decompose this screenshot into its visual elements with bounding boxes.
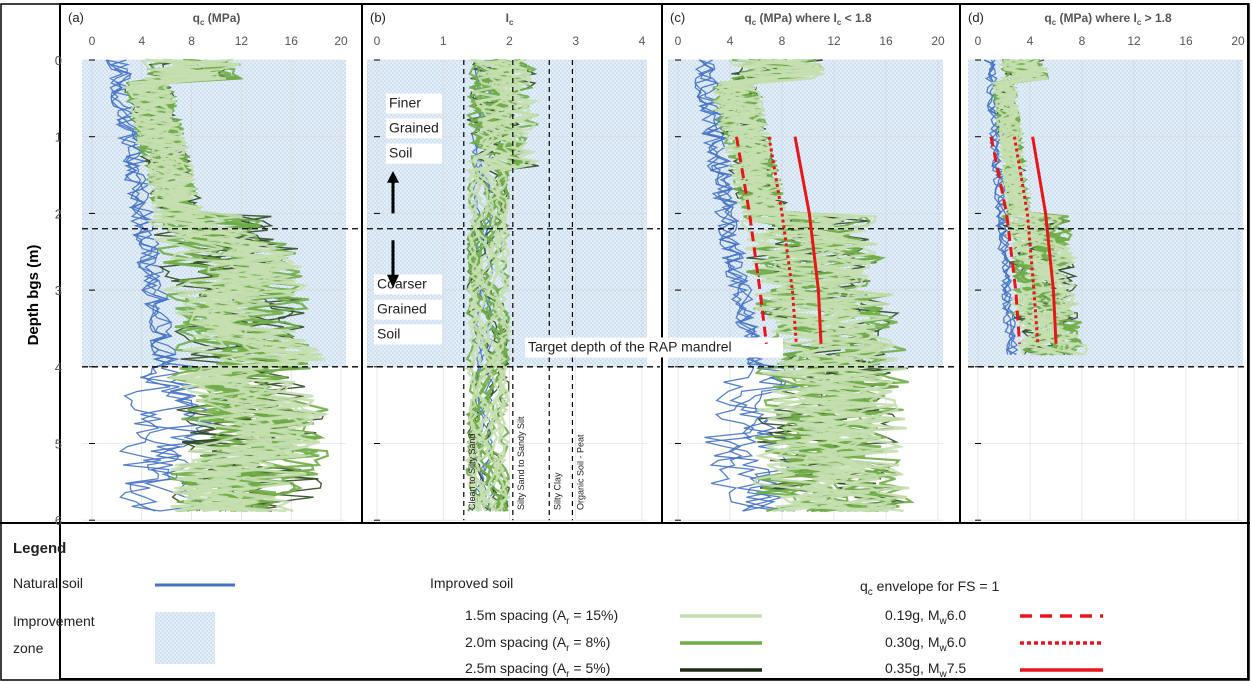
finer-label-bg	[386, 118, 442, 139]
legend-spacing-2: 2.0m spacing (Ar = 8%)	[465, 634, 611, 654]
profile-line	[464, 59, 533, 512]
x-tick-label: 16	[879, 34, 893, 48]
envelope-line	[767, 136, 798, 344]
profile-line	[109, 59, 213, 512]
x-tick-label: 0	[374, 34, 381, 48]
y-tick-label: 4	[55, 360, 62, 375]
legend-improvement-swatch	[155, 612, 215, 664]
legend-envelope-title: qc envelope for FS = 1	[860, 578, 1000, 598]
x-tick-label: 16	[1179, 34, 1193, 48]
x-tick-label: 0	[975, 34, 982, 48]
x-tick-label: 4	[1027, 34, 1034, 48]
envelope-line	[1012, 136, 1040, 344]
coarser-label-bg	[374, 299, 442, 320]
ic-zone-label: Clean to Silty Sand	[467, 433, 477, 510]
y-tick-label: 2	[55, 206, 62, 221]
x-tick-label: 8	[188, 34, 195, 48]
profile-line	[983, 59, 1019, 355]
profile-line	[106, 59, 202, 512]
envelope-line	[989, 136, 1022, 344]
x-tick-label: 1	[440, 34, 447, 48]
envelope-line	[793, 136, 823, 344]
ic-zone-label: Organic Soil - Peat	[575, 434, 585, 510]
profile-line	[464, 59, 541, 513]
panel-letter: (a)	[68, 10, 84, 25]
panel-title: qc (MPa)	[193, 11, 241, 27]
legend-natural-label: Natural soil	[13, 575, 84, 591]
y-tick-label: 1	[55, 130, 62, 145]
x-tick-label: 8	[1079, 34, 1086, 48]
arrow-down-head	[387, 274, 399, 288]
x-tick-label: 4	[727, 34, 734, 48]
finer-label: Soil	[389, 145, 412, 161]
y-tick-label: 5	[55, 437, 62, 452]
coarser-label: Coarser	[377, 276, 427, 292]
profile-line	[130, 58, 327, 513]
y-axis-title: Depth bgs (m)	[25, 245, 42, 346]
ic-zone-label: Silty Sand to Sandy Silt	[516, 416, 526, 510]
y-tick-label: 6	[55, 513, 62, 528]
x-tick-label: 12	[235, 34, 249, 48]
panel-title: Ic	[506, 11, 514, 27]
envelope-line	[735, 136, 768, 344]
finer-label-bg	[386, 93, 442, 114]
finer-label-bg	[386, 143, 442, 164]
x-tick-label: 4	[138, 34, 145, 48]
x-tick-label: 8	[779, 34, 786, 48]
profile-line	[696, 59, 796, 512]
x-tick-label: 0	[675, 34, 682, 48]
x-tick-label: 20	[931, 34, 945, 48]
legend-envelope-2: 0.30g, Mw6.0	[885, 634, 967, 654]
panel-letter: (c)	[670, 10, 685, 25]
coarser-label-bg	[374, 324, 442, 345]
legend-improvement-label-2: zone	[13, 640, 44, 656]
panel-letter: (b)	[370, 10, 386, 25]
panel-title: qc (MPa) where Ic < 1.8	[744, 11, 872, 27]
x-tick-label: 12	[827, 34, 841, 48]
x-tick-label: 16	[285, 34, 299, 48]
profile-line	[105, 59, 211, 512]
target-label-bg	[525, 337, 783, 358]
legend-envelope-1: 0.19g, Mw6.0	[885, 607, 967, 627]
coarser-label: Soil	[377, 326, 400, 342]
ic-zone-label: Silty Clay	[552, 472, 562, 510]
finer-label: Grained	[389, 120, 439, 136]
x-tick-label: 0	[89, 34, 96, 48]
profile-line	[467, 58, 542, 512]
profile-line	[694, 59, 799, 512]
legend-improved-title: Improved soil	[430, 575, 514, 591]
x-tick-label: 20	[334, 34, 348, 48]
legend-title: Legend	[13, 540, 67, 557]
coarser-label: Grained	[377, 301, 427, 317]
y-tick-label: 0	[55, 53, 62, 68]
profile-line	[465, 58, 537, 512]
x-tick-label: 12	[1127, 34, 1141, 48]
panel-letter: (d)	[968, 10, 984, 25]
arrow-up-head	[387, 171, 399, 183]
profile-line	[465, 59, 532, 512]
x-tick-label: 4	[639, 34, 646, 48]
x-tick-label: 3	[572, 34, 579, 48]
outer-border	[0, 3, 1250, 681]
x-tick-label: 2	[506, 34, 513, 48]
legend-improvement-label-1: Improvement	[13, 613, 95, 629]
y-tick-label: 3	[55, 283, 62, 298]
finer-label: Finer	[389, 95, 421, 111]
panel-title: qc (MPa) where Ic > 1.8	[1044, 11, 1172, 27]
envelope-line	[1031, 136, 1058, 344]
x-tick-label: 20	[1231, 34, 1245, 48]
legend-envelope-3: 0.35g, Mw7.5	[885, 660, 967, 680]
legend-spacing-3: 2.5m spacing (Ar = 5%)	[465, 660, 611, 680]
target-depth-label: Target depth of the RAP mandrel	[528, 338, 732, 354]
profile-line	[716, 58, 910, 513]
legend-spacing-1: 1.5m spacing (Ar = 15%)	[465, 607, 619, 627]
